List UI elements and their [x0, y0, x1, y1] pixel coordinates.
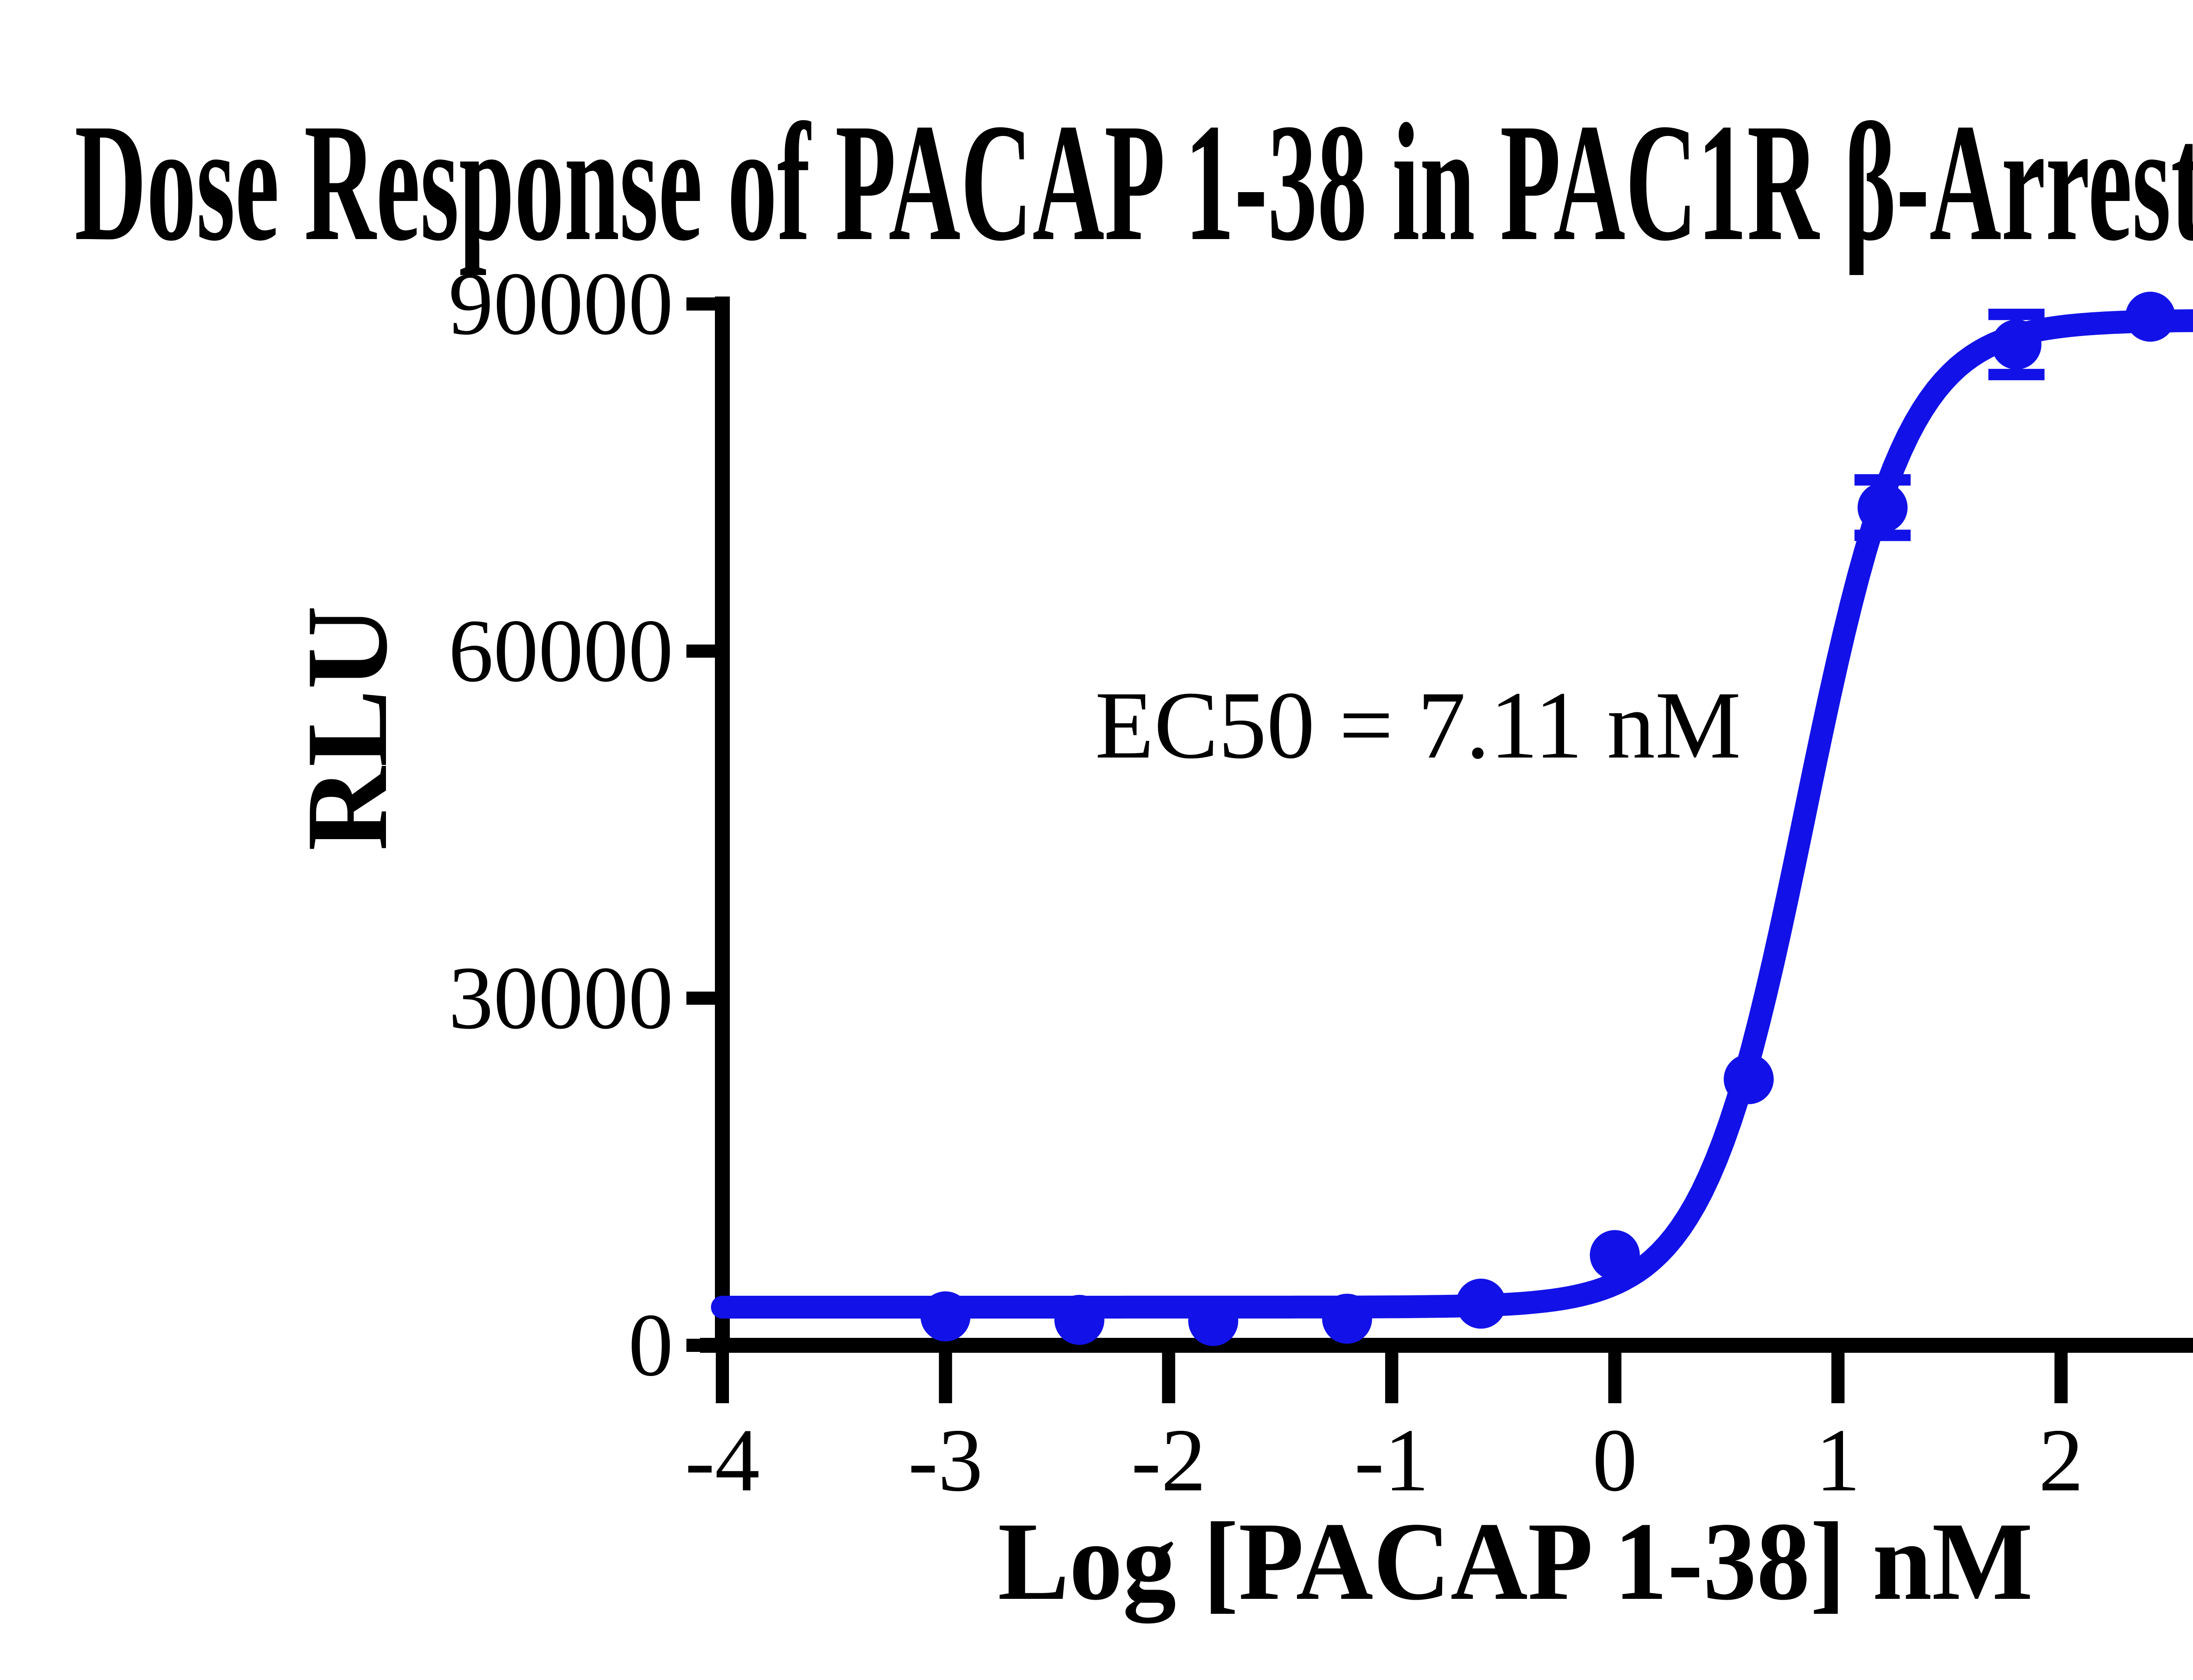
fit-curve	[711, 309, 2193, 1319]
data-point	[1322, 1294, 1372, 1344]
data-points	[920, 292, 2175, 1346]
y-tick-label: 60000	[449, 601, 674, 701]
axes	[700, 297, 2193, 1353]
x-tick-label: 0	[1593, 1411, 1638, 1510]
data-point	[1589, 1230, 1640, 1280]
x-axis-title: Log [PACAP 1-38] nM	[998, 1500, 2033, 1623]
sigmoid-curve	[711, 309, 2193, 1319]
x-tick-label: -3	[908, 1411, 983, 1510]
data-point	[1456, 1279, 1506, 1329]
data-point	[1188, 1296, 1239, 1346]
x-tick-label: 2	[2039, 1411, 2084, 1510]
data-point	[2125, 292, 2175, 342]
data-point	[1724, 1054, 1774, 1105]
y-axis-ticks: 0 30000 60000 90000	[449, 254, 722, 1395]
y-tick-label: 90000	[449, 254, 674, 354]
x-tick-label: -4	[685, 1411, 760, 1510]
y-tick-label: 0	[629, 1295, 674, 1395]
y-axis-title: RLU	[283, 605, 411, 851]
chart-title: Dose Response of PACAP 1-38 in PAC1R β-A…	[75, 89, 2193, 276]
data-point	[920, 1291, 971, 1342]
data-point	[1857, 483, 1908, 533]
x-tick-label: 1	[1815, 1411, 1861, 1510]
ec50-annotation: EC50 = 7.11 nM	[1095, 672, 1741, 779]
data-point	[1054, 1294, 1104, 1345]
y-tick-label: 30000	[449, 948, 674, 1048]
x-axis-ticks: -4-3-2-10123	[685, 1345, 2084, 1510]
data-point	[1991, 319, 2042, 370]
x-tick-label: -2	[1131, 1411, 1206, 1510]
x-tick-label: -1	[1354, 1411, 1429, 1510]
